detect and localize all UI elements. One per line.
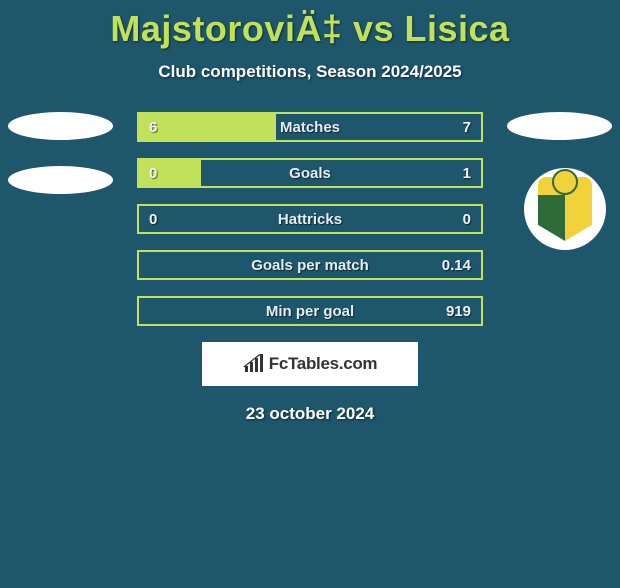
- team-ellipse-icon: [507, 112, 612, 140]
- stat-row: 6 Matches 7: [137, 112, 483, 142]
- stat-label: Hattricks: [139, 211, 481, 228]
- stat-right-value: 919: [446, 303, 471, 320]
- stat-row: 0 Goals 1: [137, 158, 483, 188]
- stat-label: Matches: [139, 119, 481, 136]
- stat-rows: 6 Matches 7 0 Goals 1 0 Hattricks 0 Goal…: [137, 112, 483, 326]
- stat-right-value: 1: [463, 165, 471, 182]
- stat-row: 0 Hattricks 0: [137, 204, 483, 234]
- stat-label: Goals per match: [139, 257, 481, 274]
- left-team-badges: [8, 112, 113, 220]
- stat-row: Goals per match 0.14: [137, 250, 483, 280]
- team-ellipse-icon: [8, 166, 113, 194]
- date-text: 23 october 2024: [0, 404, 620, 424]
- stat-right-value: 7: [463, 119, 471, 136]
- brand-box: FcTables.com: [202, 342, 418, 386]
- stat-label: Goals: [139, 165, 481, 182]
- brand-text: FcTables.com: [269, 354, 378, 374]
- stat-right-value: 0.14: [442, 257, 471, 274]
- stat-right-value: 0: [463, 211, 471, 228]
- club-badge-icon: [524, 168, 606, 250]
- team-ellipse-icon: [8, 112, 113, 140]
- stat-row: Min per goal 919: [137, 296, 483, 326]
- page-title: MajstoroviÄ‡ vs Lisica: [0, 8, 620, 50]
- stat-label: Min per goal: [139, 303, 481, 320]
- right-team-badges: [507, 112, 612, 166]
- subtitle: Club competitions, Season 2024/2025: [0, 62, 620, 82]
- bars-chart-icon: [243, 354, 265, 374]
- stats-area: 6 Matches 7 0 Goals 1 0 Hattricks 0 Goal…: [0, 112, 620, 424]
